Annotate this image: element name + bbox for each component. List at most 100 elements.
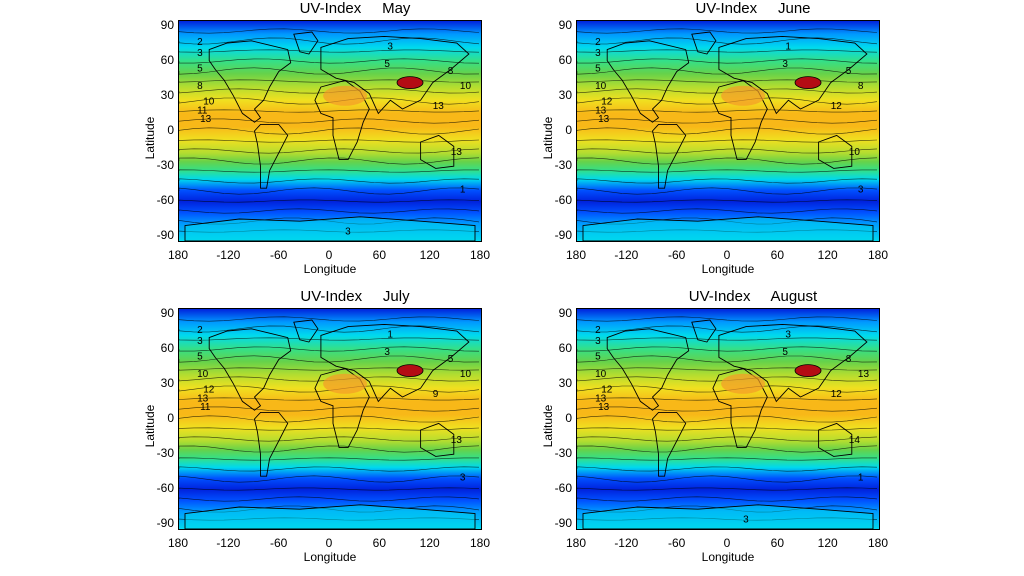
contour-line	[577, 118, 878, 124]
contour-line	[179, 406, 480, 412]
contour-line	[179, 49, 480, 53]
contour-label: 10	[203, 97, 215, 108]
contour-label: 3	[387, 42, 393, 53]
uv-map-panel-june: UV-Index June 2 3 5 10 12 13 13 12 10 8 5 3 1 3 90 60 30 0…	[528, 0, 988, 276]
y-tick-label: 30	[558, 88, 572, 102]
y-tick-label: 0	[565, 123, 572, 137]
contour-label: 9	[433, 389, 439, 400]
tibet-max-uv	[794, 364, 822, 377]
y-tick-label: 30	[558, 376, 572, 390]
x-tick-label: -120	[614, 536, 639, 550]
continent-outline	[254, 123, 289, 189]
contour-line	[577, 208, 878, 214]
contour-label: 13	[433, 101, 445, 112]
y-tick-label: -30	[156, 446, 174, 460]
contour-line	[179, 427, 480, 431]
y-tick-label: -90	[554, 228, 572, 242]
contour-label: 5	[448, 354, 454, 365]
contour-line	[577, 37, 878, 45]
contour-label: 13	[595, 105, 607, 116]
x-tick-label: 120	[817, 536, 838, 550]
x-tick-label: 180	[469, 536, 491, 550]
contour-line	[577, 316, 878, 322]
y-tick-label: 30	[160, 88, 174, 102]
continent-outline	[293, 31, 319, 55]
contour-line	[179, 199, 480, 203]
contour-line	[179, 187, 480, 195]
y-tick-label: 0	[167, 123, 174, 137]
contour-label: 2	[197, 37, 203, 48]
uv-color-field	[577, 21, 879, 241]
x-tick-label: 0	[325, 536, 333, 550]
contour-line	[179, 208, 480, 214]
contour-line	[179, 436, 480, 442]
continent-outline	[420, 134, 455, 169]
y-tick-label: 60	[160, 53, 174, 67]
contour-label: 2	[595, 37, 601, 48]
contour-label: 13	[595, 393, 607, 404]
contour-line	[179, 58, 480, 64]
contour-label: 3	[460, 473, 466, 484]
contour-line	[577, 487, 878, 491]
contour-line	[179, 79, 480, 83]
continent-outline	[606, 328, 690, 411]
y-tick-label: -60	[156, 193, 174, 207]
antarctica-outline	[184, 504, 476, 529]
contour-line	[577, 58, 878, 64]
y-tick-label: -90	[156, 516, 174, 530]
contour-line	[577, 415, 878, 423]
contour-label: 10	[460, 81, 472, 92]
uv-color-field	[577, 309, 879, 529]
y-tick-label: 60	[558, 341, 572, 355]
contour-label: 12	[601, 97, 613, 108]
continent-outline	[320, 323, 470, 403]
y-tick-label: 90	[558, 18, 572, 32]
contour-label: 5	[384, 59, 390, 70]
contour-line	[577, 169, 877, 173]
continent-outline	[818, 422, 853, 457]
contour-line	[179, 385, 480, 393]
contour-label: 5	[197, 352, 203, 363]
continent-outline	[652, 411, 687, 477]
y-tick-label: -60	[156, 481, 174, 495]
contour-line	[179, 37, 480, 45]
contour-label: 10	[595, 81, 607, 92]
contour-line	[577, 148, 878, 154]
tibet-max-uv	[794, 76, 822, 89]
sahara-high-uv	[323, 85, 368, 106]
contour-label: 2	[197, 325, 203, 336]
map-plot-area: 2 3 5 10 12 13 13 12 10 8 5 3 1 3	[576, 20, 880, 242]
contour-line	[179, 127, 480, 135]
x-tick-label: 180	[469, 248, 491, 262]
contour-label: 2	[595, 325, 601, 336]
uv-map-panel-july: UV-Index July 2 3 5 10 12 13 11 9 13 10 5 3 1 3 90 60 30 0…	[130, 288, 590, 564]
contour-line	[179, 457, 479, 461]
contour-label: 10	[849, 147, 861, 158]
contour-label: 13	[200, 114, 212, 125]
contour-label: 13	[598, 402, 610, 413]
contour-line	[179, 496, 480, 502]
contour-label: 10	[197, 369, 209, 380]
x-tick-label: 0	[723, 536, 731, 550]
contour-label: 12	[831, 389, 843, 400]
continent-outline	[652, 123, 687, 189]
contour-label: 3	[782, 59, 788, 70]
contour-line	[577, 139, 878, 143]
contour-label: 3	[345, 226, 351, 237]
y-tick-label: -30	[554, 446, 572, 460]
contour-line	[577, 79, 878, 83]
contour-label: 10	[460, 369, 472, 380]
contour-line	[577, 346, 878, 352]
tibet-max-uv	[396, 364, 424, 377]
contour-label: 1	[460, 185, 466, 196]
x-tick-label: -120	[216, 248, 241, 262]
contour-line	[577, 199, 878, 203]
contour-label: 1	[858, 473, 864, 484]
contour-line	[179, 487, 480, 491]
x-tick-label: 60	[770, 248, 785, 262]
continent-outline	[420, 422, 455, 457]
uv-color-field	[179, 21, 481, 241]
map-plot-area: 2 3 5 10 12 13 13 12 14 13 8 5 3 1 3	[576, 308, 880, 530]
